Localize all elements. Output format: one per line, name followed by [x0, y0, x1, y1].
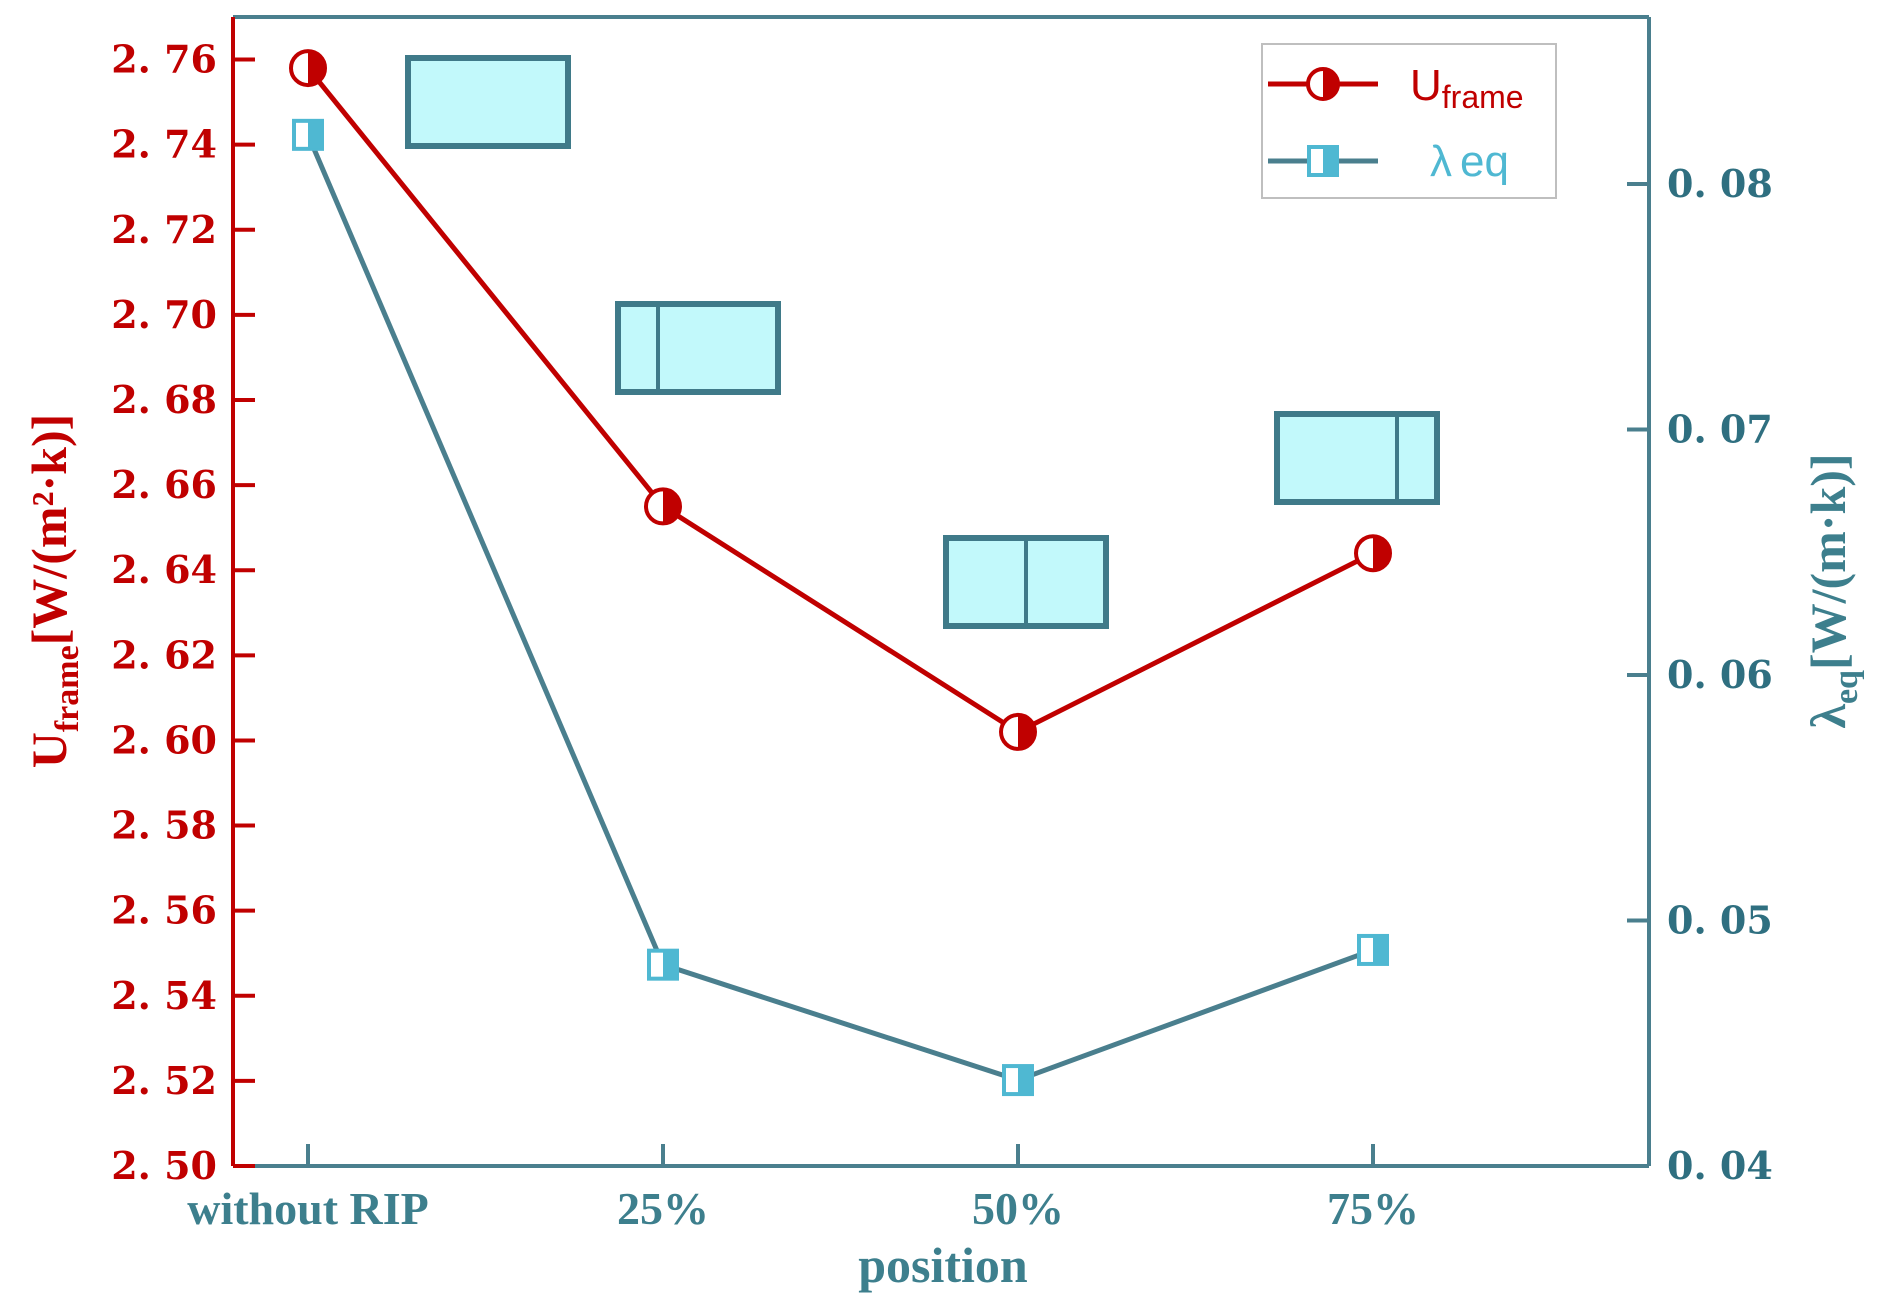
left-tick-label: 2. 60: [111, 717, 217, 762]
left-tick-label: 2. 76: [111, 37, 217, 82]
x-axis-ticks: without RIP 25% 50% 75%: [187, 1144, 1419, 1234]
left-axis-label-main: U: [21, 732, 77, 768]
legend-uframe-main: U: [1410, 61, 1442, 110]
legend-marker-lambda: [1307, 145, 1339, 177]
legend-label-uframe: Uframe: [1410, 61, 1524, 115]
data-point-uframe: [644, 487, 682, 526]
legend-marker-uframe: [1306, 67, 1340, 101]
legend-uframe-sub: frame: [1442, 79, 1524, 115]
marker-fill: [663, 489, 680, 524]
data-point-lambda: [292, 118, 324, 151]
right-tick-label: 0. 05: [1667, 897, 1773, 942]
marker-fill: [1018, 1066, 1032, 1095]
right-axis-ticks: 0. 04 0. 05 0. 06 0. 07 0. 08: [1627, 161, 1773, 1188]
window-box: [1274, 411, 1440, 505]
x-axis-label: position: [858, 1237, 1028, 1293]
legend-label-lambda: λ eq: [1430, 137, 1509, 186]
data-point-lambda: [647, 948, 679, 981]
x-tick-label: 25%: [617, 1183, 709, 1234]
series-segment: [661, 504, 1020, 735]
left-tick-label: 2. 56: [111, 888, 217, 933]
right-tick-label: 0. 07: [1667, 406, 1773, 451]
left-tick-label: 2. 54: [111, 973, 217, 1018]
left-axis-label: Uframe[W/(m²·k)]: [21, 414, 86, 769]
right-tick-label: 0. 08: [1667, 161, 1773, 206]
left-tick-label: 2. 62: [111, 632, 217, 677]
x-tick-label: 75%: [1327, 1183, 1419, 1234]
left-tick-label: 2. 50: [111, 1143, 217, 1188]
left-axis-ticks: 2. 50 2. 52 2. 54 2. 56 2. 58 2. 60 2. 62 2. 64…: [111, 37, 255, 1188]
data-series: [289, 49, 1392, 1097]
x-tick-label: 50%: [972, 1183, 1064, 1234]
right-axis-label: λeq[W/(m·k)]: [1800, 453, 1865, 728]
window-box: [405, 55, 571, 149]
left-tick-label: 2. 74: [111, 122, 217, 167]
series-segment: [1017, 947, 1374, 1083]
marker-fill: [1018, 714, 1035, 749]
marker-fill: [308, 51, 325, 86]
x-tick-label: without RIP: [187, 1183, 429, 1234]
window-annotations: [405, 55, 1440, 629]
data-point-uframe: [999, 712, 1037, 751]
window-box: [615, 301, 781, 395]
right-axis-label-main: λ: [1800, 704, 1856, 729]
series-segment: [305, 133, 666, 966]
left-axis-label-sub: frame: [49, 645, 86, 732]
marker-fill: [308, 120, 322, 149]
marker-fill: [1373, 536, 1390, 571]
left-tick-label: 2. 64: [111, 547, 217, 592]
right-axis-label-unit: [W/(m·k)]: [1800, 453, 1856, 670]
series-segment: [306, 66, 665, 508]
data-point-lambda: [1357, 933, 1389, 966]
legend-lambda-main: λ: [1430, 137, 1452, 186]
data-point-uframe: [289, 49, 327, 88]
legend-box: [1261, 43, 1557, 199]
data-point-lambda: [1002, 1064, 1034, 1097]
right-axis-label-sub: eq: [1828, 670, 1865, 704]
right-tick-label: 0. 06: [1667, 652, 1773, 697]
legend-lambda-sub: eq: [1460, 137, 1509, 186]
left-tick-label: 2. 70: [111, 292, 217, 337]
data-point-uframe: [1354, 534, 1392, 573]
marker-fill: [1373, 935, 1387, 964]
legend: Uframe λ eq: [1261, 43, 1557, 199]
left-tick-label: 2. 58: [111, 803, 217, 848]
right-tick-label: 0. 04: [1667, 1143, 1773, 1188]
left-tick-label: 2. 66: [111, 462, 217, 507]
marker-fill: [663, 950, 677, 979]
series-segment: [662, 962, 1019, 1083]
series-segment: [1016, 550, 1375, 735]
left-axis-label-unit: [W/(m²·k)]: [21, 414, 77, 646]
left-tick-label: 2. 68: [111, 377, 217, 422]
left-tick-label: 2. 52: [111, 1058, 217, 1103]
left-tick-label: 2. 72: [111, 207, 217, 252]
